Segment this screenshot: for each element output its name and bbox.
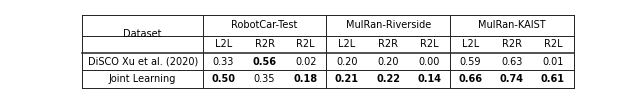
Text: R2R: R2R: [378, 39, 398, 49]
Text: 0.20: 0.20: [378, 57, 399, 67]
Text: Joint Learning: Joint Learning: [109, 74, 176, 84]
Text: 0.66: 0.66: [458, 74, 483, 84]
Text: 0.74: 0.74: [500, 74, 524, 84]
Text: RobotCar-Test: RobotCar-Test: [232, 21, 298, 30]
Text: 0.18: 0.18: [294, 74, 318, 84]
Text: Dataset: Dataset: [124, 29, 162, 39]
Text: 0.22: 0.22: [376, 74, 400, 84]
Text: MulRan-KAIST: MulRan-KAIST: [478, 21, 545, 30]
Text: 0.33: 0.33: [212, 57, 234, 67]
Text: DiSCO Xu et al. (2020): DiSCO Xu et al. (2020): [88, 57, 198, 67]
Text: 0.56: 0.56: [253, 57, 276, 67]
Text: L2L: L2L: [215, 39, 232, 49]
Text: R2L: R2L: [296, 39, 315, 49]
Text: 0.63: 0.63: [501, 57, 522, 67]
Text: R2L: R2L: [543, 39, 562, 49]
Text: 0.59: 0.59: [460, 57, 481, 67]
Text: L2L: L2L: [339, 39, 356, 49]
Text: MulRan-Riverside: MulRan-Riverside: [346, 21, 431, 30]
Text: 0.61: 0.61: [541, 74, 565, 84]
Text: R2L: R2L: [420, 39, 438, 49]
Text: 0.02: 0.02: [295, 57, 317, 67]
Text: 0.21: 0.21: [335, 74, 359, 84]
Text: 0.00: 0.00: [419, 57, 440, 67]
Text: R2R: R2R: [502, 39, 522, 49]
Text: 0.35: 0.35: [254, 74, 275, 84]
Text: L2L: L2L: [462, 39, 479, 49]
Text: 0.50: 0.50: [211, 74, 236, 84]
Text: 0.20: 0.20: [336, 57, 358, 67]
Text: R2R: R2R: [255, 39, 275, 49]
Text: 0.01: 0.01: [542, 57, 564, 67]
Text: 0.14: 0.14: [417, 74, 442, 84]
